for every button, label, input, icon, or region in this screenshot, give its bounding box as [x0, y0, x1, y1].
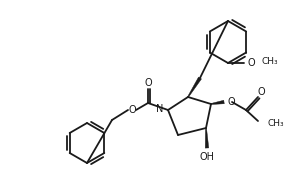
Text: OH: OH	[199, 152, 214, 162]
Text: O: O	[248, 58, 256, 68]
Polygon shape	[188, 77, 202, 97]
Text: CH₃: CH₃	[262, 57, 279, 67]
Text: O: O	[144, 78, 152, 88]
Polygon shape	[205, 128, 209, 148]
Text: CH₃: CH₃	[267, 119, 284, 128]
Text: O: O	[228, 97, 236, 107]
Text: O: O	[257, 87, 265, 97]
Text: O: O	[128, 105, 136, 115]
Text: N: N	[156, 104, 163, 114]
Polygon shape	[211, 100, 224, 105]
